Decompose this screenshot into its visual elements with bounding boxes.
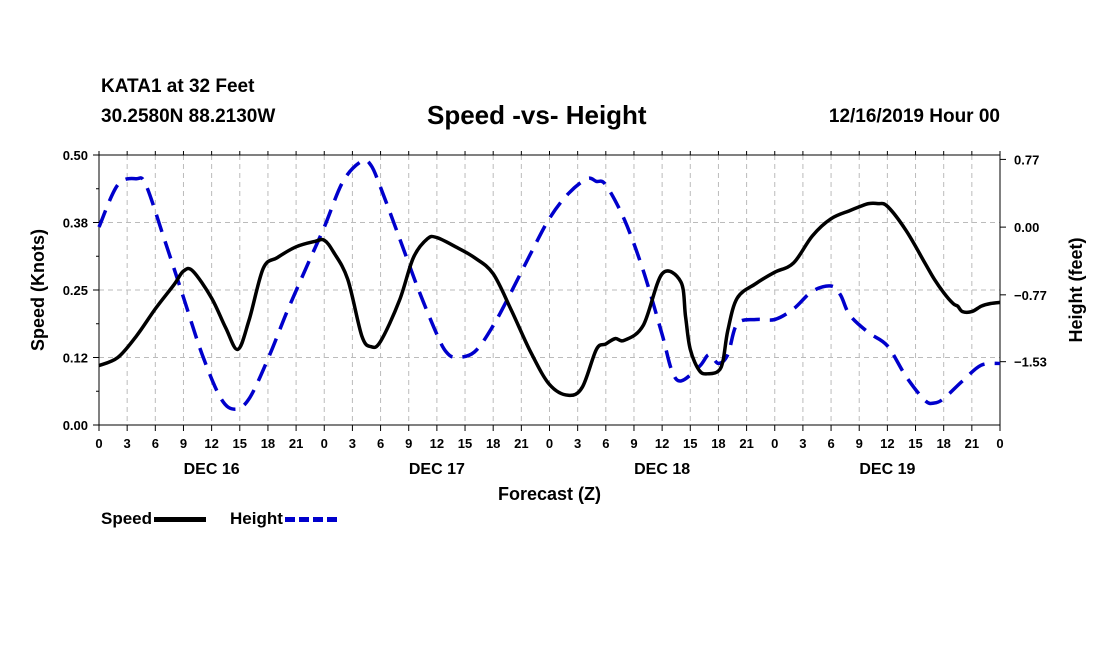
x-tick-label: 0 bbox=[996, 436, 1003, 451]
y-tick-label: 0.00 bbox=[63, 418, 88, 433]
legend-height-swatch bbox=[284, 517, 337, 523]
x-tick-label: 0 bbox=[546, 436, 553, 451]
x-tick-label: 3 bbox=[799, 436, 806, 451]
x-tick-label: 18 bbox=[936, 436, 950, 451]
y2-axis-title: Height (feet) bbox=[1066, 238, 1086, 343]
x-tick-label: 6 bbox=[602, 436, 609, 451]
x-tick-label: 3 bbox=[124, 436, 131, 451]
x-tick-label: 9 bbox=[856, 436, 863, 451]
legend-height: Height bbox=[230, 509, 337, 529]
x-tick-label: 12 bbox=[204, 436, 218, 451]
x-day-label: DEC 18 bbox=[634, 461, 690, 478]
x-tick-label: 15 bbox=[908, 436, 922, 451]
x-day-label: DEC 16 bbox=[184, 461, 240, 478]
x-tick-label: 0 bbox=[771, 436, 778, 451]
series-line-height bbox=[97, 158, 1001, 411]
x-tick-label: 12 bbox=[655, 436, 669, 451]
legend-speed: Speed bbox=[101, 509, 207, 529]
x-tick-label: 9 bbox=[405, 436, 412, 451]
x-tick-label: 6 bbox=[827, 436, 834, 451]
x-tick-label: 21 bbox=[289, 436, 303, 451]
x-tick-label: 6 bbox=[152, 436, 159, 451]
legend-height-label: Height bbox=[230, 509, 283, 528]
x-tick-label: 3 bbox=[349, 436, 356, 451]
x-tick-label: 18 bbox=[711, 436, 725, 451]
x-tick-label: 9 bbox=[180, 436, 187, 451]
forecast-timestamp: 12/16/2019 Hour 00 bbox=[828, 106, 1000, 127]
x-tick-label: 21 bbox=[965, 436, 979, 451]
chart-title: Speed -vs- Height bbox=[427, 100, 647, 130]
y2-tick-label: 0.77 bbox=[1014, 152, 1039, 167]
y-tick-label: 0.38 bbox=[63, 216, 88, 231]
legend-speed-label: Speed bbox=[101, 509, 153, 528]
legend-speed-swatch bbox=[154, 517, 207, 523]
y-axis-title: Speed (Knots) bbox=[28, 229, 48, 351]
x-tick-label: 15 bbox=[458, 436, 472, 451]
y2-tick-label: −1.53 bbox=[1014, 355, 1047, 370]
y-tick-label: 0.12 bbox=[63, 351, 88, 366]
x-tick-label: 18 bbox=[486, 436, 500, 451]
x-tick-label: 0 bbox=[95, 436, 102, 451]
x-tick-label: 0 bbox=[321, 436, 328, 451]
x-tick-label: 15 bbox=[683, 436, 697, 451]
station-label: KATA1 at 32 Feet bbox=[101, 76, 255, 97]
station-coordinates: 30.2580N 88.2130W bbox=[101, 106, 276, 127]
x-axis-title: Forecast (Z) bbox=[498, 484, 601, 504]
y-tick-label: 0.50 bbox=[63, 148, 88, 163]
x-tick-label: 9 bbox=[630, 436, 637, 451]
series-line-speed bbox=[98, 201, 1001, 398]
x-tick-label: 21 bbox=[739, 436, 753, 451]
x-tick-label: 6 bbox=[377, 436, 384, 451]
x-day-label: DEC 17 bbox=[409, 461, 465, 478]
y-tick-label: 0.25 bbox=[63, 283, 88, 298]
x-tick-label: 15 bbox=[233, 436, 247, 451]
x-tick-label: 12 bbox=[430, 436, 444, 451]
x-tick-label: 21 bbox=[514, 436, 528, 451]
x-tick-label: 3 bbox=[574, 436, 581, 451]
x-tick-label: 12 bbox=[880, 436, 894, 451]
y2-tick-label: −0.77 bbox=[1014, 288, 1047, 303]
y2-tick-label: 0.00 bbox=[1014, 220, 1039, 235]
x-day-label: DEC 19 bbox=[859, 461, 915, 478]
x-tick-label: 18 bbox=[261, 436, 275, 451]
